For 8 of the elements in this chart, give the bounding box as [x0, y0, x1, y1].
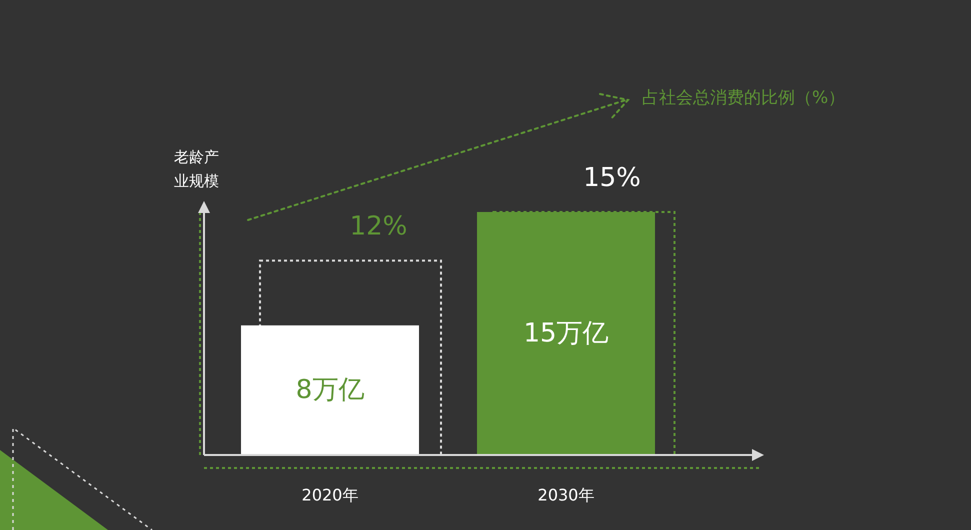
text: 占社会总消费的比例（%） [642, 87, 846, 110]
data-label: 15万亿 [523, 318, 609, 348]
data-label: 12% [350, 212, 408, 242]
data-label: 8万亿 [296, 375, 364, 406]
data-label: 15% [583, 163, 641, 193]
x-tick-label: 2030年 [538, 485, 594, 504]
y-axis-title: 老龄产业规模 [174, 147, 220, 192]
x-tick-label: 2020年 [302, 485, 358, 504]
